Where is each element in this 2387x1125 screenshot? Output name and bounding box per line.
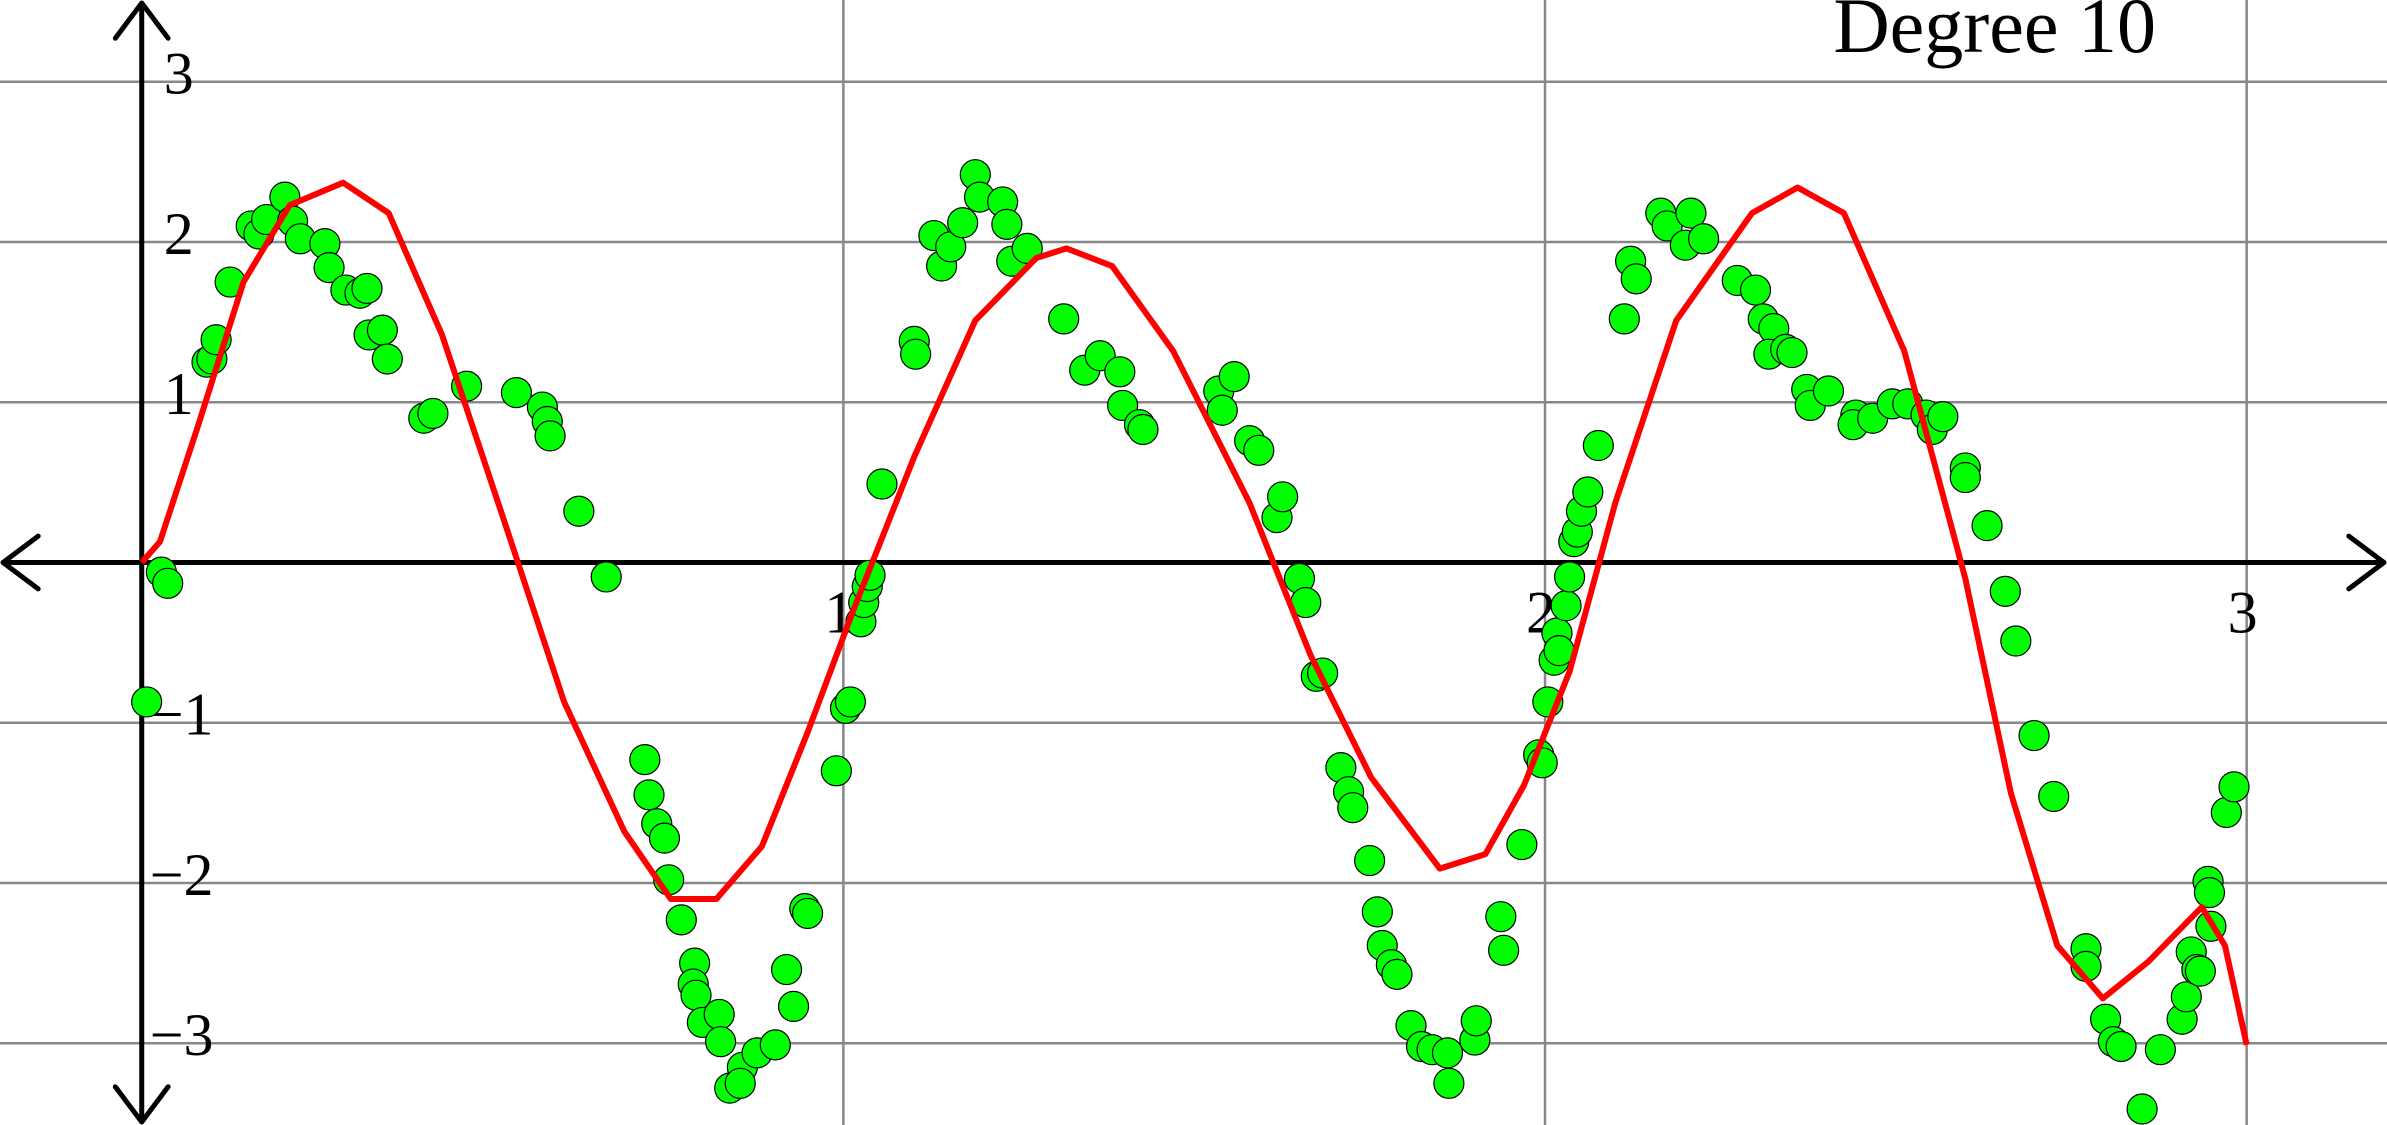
scatter-point — [1572, 476, 1604, 508]
scatter-point — [1927, 401, 1959, 433]
scatter-point — [534, 420, 566, 452]
scatter-point — [1675, 197, 1707, 229]
scatter-point — [1337, 792, 1369, 824]
scatter-point — [1582, 429, 1614, 462]
scatter-point — [665, 904, 697, 936]
scatter-point — [1127, 413, 1159, 446]
scatter-point — [371, 343, 403, 375]
scatter-point — [2000, 625, 2032, 657]
scatter-point — [1104, 356, 1136, 388]
scatter-point — [834, 686, 866, 718]
scatter-point — [366, 314, 398, 346]
axis-arrow — [0, 533, 41, 592]
scatter-point — [2144, 1034, 2176, 1066]
axis-arrow — [2346, 533, 2387, 592]
scatter-point — [2105, 1030, 2137, 1063]
scatter-point — [648, 822, 681, 854]
y-tick-label: −1 — [150, 682, 214, 748]
scatter-point — [1048, 303, 1080, 335]
scatter-point — [1949, 461, 1981, 494]
scatter-point — [1267, 481, 1299, 513]
axis-arrow — [112, 1084, 171, 1125]
scatter-point — [563, 495, 595, 527]
scatter-point — [1989, 575, 2021, 607]
scatter-point — [1553, 561, 1586, 593]
scatter-point — [1739, 274, 1772, 306]
scatter-point — [2218, 771, 2250, 803]
scatter-point — [900, 338, 932, 370]
scatter-point — [1506, 828, 1538, 861]
scatter-point — [1550, 590, 1582, 622]
scatter-point — [703, 998, 735, 1031]
scatter-point — [1812, 375, 1845, 407]
scatter-point — [724, 1067, 756, 1099]
x-tick-label: 3 — [2228, 579, 2258, 645]
scatter-point — [1687, 223, 1720, 255]
scatter-point — [1218, 361, 1250, 393]
scatter-point — [500, 377, 533, 409]
scatter-point — [991, 208, 1023, 240]
chart-title: Degree 10 — [1833, 0, 2156, 69]
scatter-point — [633, 779, 665, 811]
scatter-point — [947, 207, 979, 239]
scatter-point — [1243, 434, 1275, 466]
y-tick-label: 2 — [164, 201, 194, 267]
scatter-point — [704, 1026, 737, 1058]
scatter-point — [1381, 958, 1413, 990]
scatter-point — [820, 755, 852, 787]
fit-curve — [139, 179, 2250, 1046]
scatter-point — [777, 990, 810, 1023]
y-tick-label: −2 — [150, 842, 214, 908]
y-tick-label: −3 — [150, 1002, 214, 1068]
scatter-point — [1608, 303, 1640, 335]
y-tick-label: 1 — [164, 361, 194, 427]
scatter-point — [2038, 780, 2070, 813]
scatter-point — [791, 897, 824, 930]
scatter-point — [1776, 336, 1808, 369]
scatter-point — [770, 953, 803, 986]
scatter-point — [131, 686, 163, 718]
scatter-point — [417, 397, 449, 430]
axis-arrow — [112, 0, 171, 41]
scatter-point — [1971, 510, 2003, 542]
scatter-point — [1620, 263, 1652, 295]
scatter-point — [1460, 1005, 1492, 1037]
scatter-point — [1206, 394, 1238, 426]
scatter-point — [1431, 1037, 1464, 1069]
scatter-point — [313, 252, 345, 284]
scatter-point — [1485, 901, 1517, 933]
scatter-point — [351, 272, 383, 305]
scatter-point — [1361, 896, 1393, 928]
scatter-point — [759, 1029, 791, 1061]
scatter-point — [590, 561, 622, 593]
scatter-point — [2170, 981, 2202, 1013]
scatter-point — [1354, 844, 1386, 877]
scatter-point — [1488, 934, 1520, 966]
scatter-point — [866, 468, 898, 500]
scatter-point — [629, 744, 661, 776]
scatter-point — [2184, 955, 2216, 987]
scatter-point — [1433, 1067, 1465, 1099]
scatter-point — [2126, 1093, 2158, 1125]
y-tick-label: 3 — [164, 40, 194, 106]
scatter-point — [2193, 877, 2226, 909]
scatter-point — [2018, 719, 2050, 752]
scatter-point — [152, 567, 184, 599]
